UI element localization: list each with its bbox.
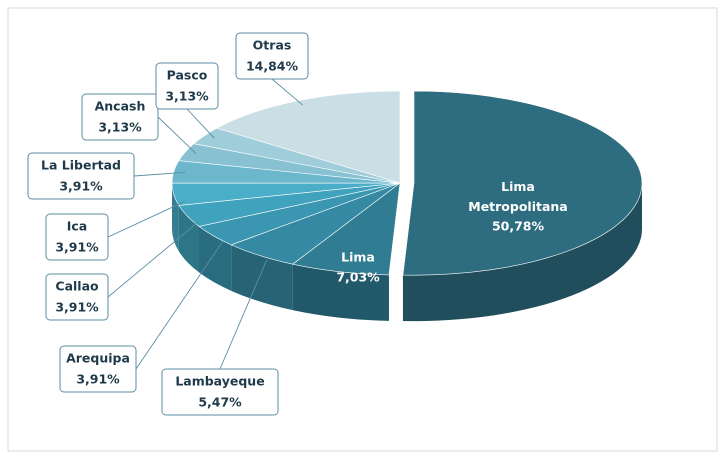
data-label-name: Ancash <box>95 99 146 114</box>
slice <box>291 182 401 276</box>
slice-side <box>172 183 179 252</box>
data-label-name: Lima Metropolitana <box>468 179 568 214</box>
label-box <box>81 93 159 141</box>
slice-side <box>198 226 232 291</box>
slice <box>402 90 643 276</box>
data-label-name: Lambayeque <box>175 374 264 389</box>
leader-line <box>107 200 186 238</box>
leader-line <box>186 108 215 139</box>
label-box <box>59 345 137 393</box>
leader-line <box>271 78 303 106</box>
slice-side <box>231 244 293 311</box>
label-box <box>45 273 109 321</box>
data-label-value: 3,91% <box>76 372 120 387</box>
data-label-name: Otras <box>253 38 292 53</box>
data-label-value: 7,03% <box>336 270 380 285</box>
slice-side <box>292 264 389 321</box>
leader-line <box>157 116 197 154</box>
leader-line <box>135 240 224 370</box>
data-label-value: 5,47% <box>198 395 242 410</box>
leader-line <box>133 171 186 177</box>
leader-line <box>219 259 268 370</box>
data-label-value: 3,91% <box>55 300 99 315</box>
data-label-name: La Libertad <box>41 158 121 173</box>
data-label-value: 3,13% <box>98 120 142 135</box>
data-label-name: Callao <box>55 279 99 294</box>
label-box <box>45 213 109 261</box>
data-label-value: 3,91% <box>55 240 99 255</box>
data-label-name: Ica <box>67 219 88 234</box>
label-box <box>27 152 135 200</box>
slice-side <box>402 183 642 322</box>
slice-side <box>178 205 199 273</box>
data-label-value: 3,13% <box>165 89 209 104</box>
data-label-name: Lima <box>341 250 375 265</box>
data-label-value: 3,91% <box>59 179 103 194</box>
label-box <box>155 62 219 110</box>
leader-line <box>107 221 199 298</box>
pie <box>171 90 643 322</box>
data-label-name: Arequipa <box>66 351 130 366</box>
label-box <box>235 32 309 80</box>
data-label-value: 50,78% <box>492 219 545 234</box>
label-box <box>161 368 279 416</box>
data-label-value: 14,84% <box>246 59 299 74</box>
data-label-name: Pasco <box>167 68 208 83</box>
